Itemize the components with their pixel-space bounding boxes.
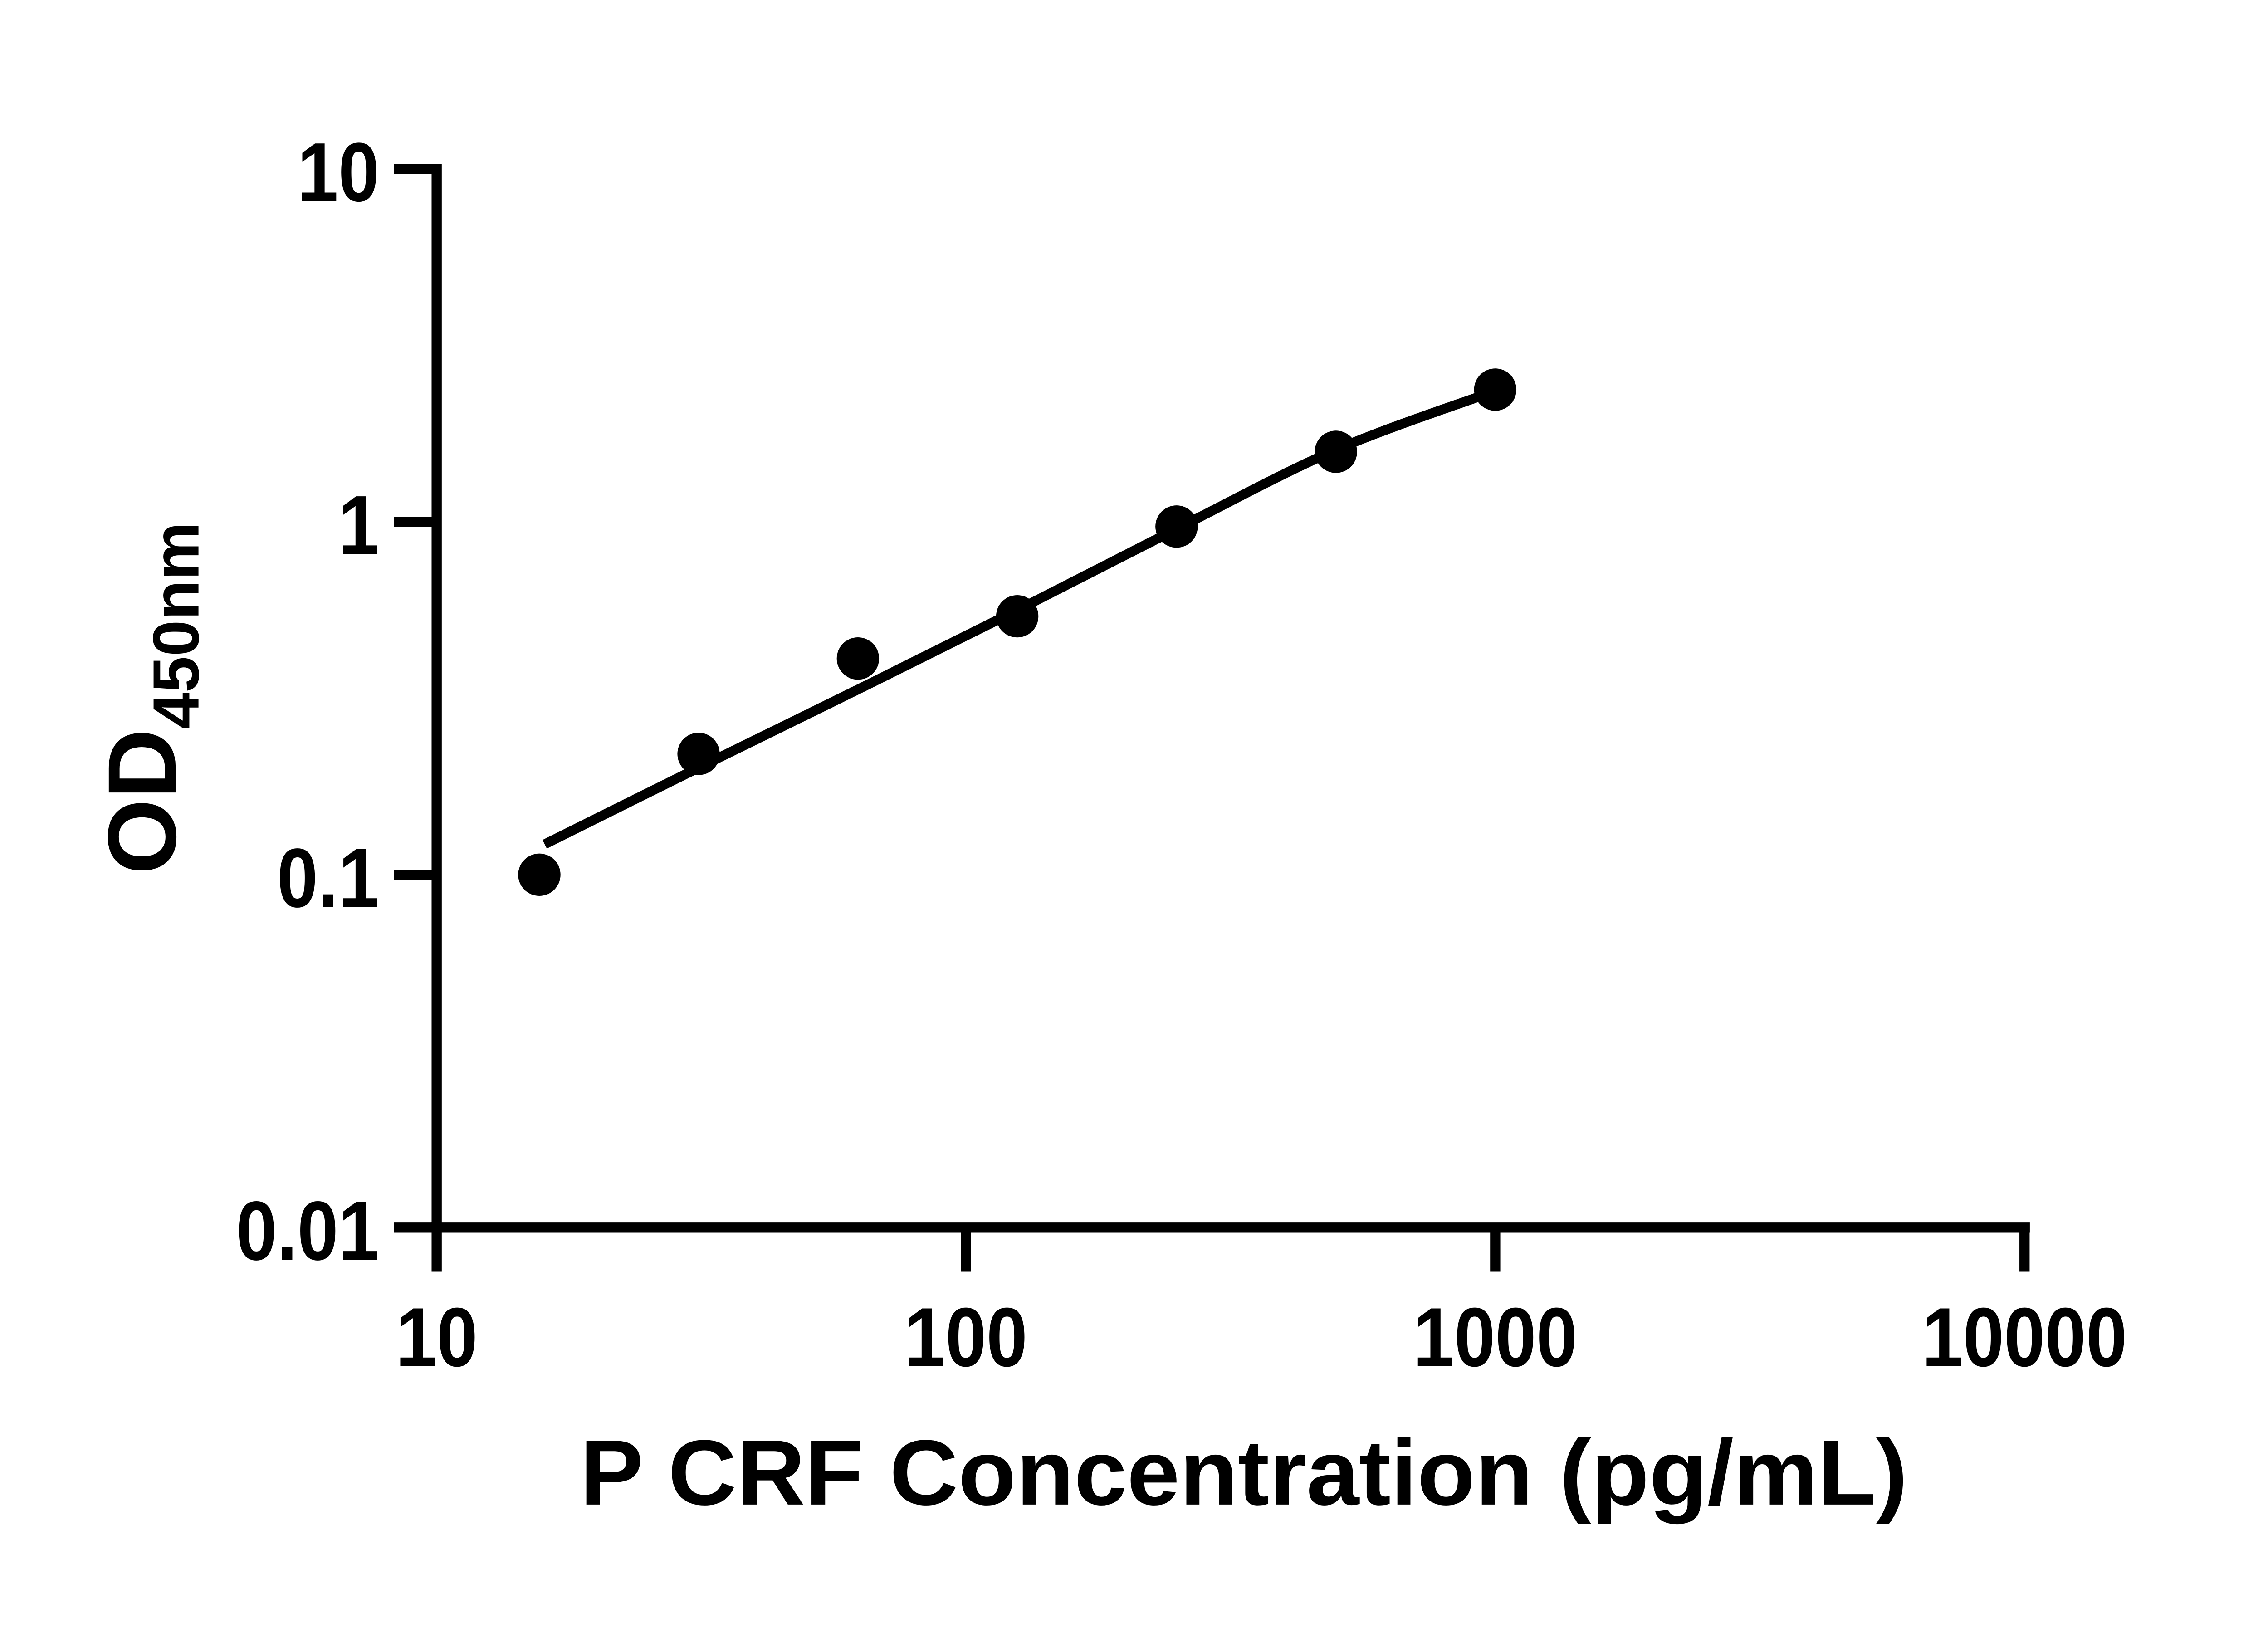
data-point [518, 853, 561, 896]
y-tick-label: 1 [338, 479, 379, 572]
x-tick-label: 1000 [1413, 1291, 1578, 1384]
y-axis-title: OD450nm [88, 522, 213, 875]
y-tick-label: 0.1 [277, 831, 380, 925]
data-points-layer [518, 368, 1517, 896]
x-axis-title: P CRF Concentration (pg/mL) [580, 1421, 1908, 1525]
data-point [1155, 505, 1198, 548]
data-point [1474, 368, 1517, 411]
x-tick-label: 100 [904, 1291, 1027, 1384]
data-point [677, 733, 720, 775]
data-point [836, 637, 880, 680]
y-axis-title-main: OD [88, 729, 196, 875]
y-tick-label: 10 [297, 126, 379, 219]
y-axis-title-subscript: 450nm [140, 522, 213, 729]
x-tick-label: 10 [396, 1291, 478, 1384]
axes-layer [394, 164, 2030, 1272]
x-tick-label: 10000 [1922, 1291, 2127, 1384]
data-point [1315, 430, 1357, 473]
data-point [996, 595, 1039, 638]
y-tick-label: 0.01 [236, 1184, 379, 1278]
